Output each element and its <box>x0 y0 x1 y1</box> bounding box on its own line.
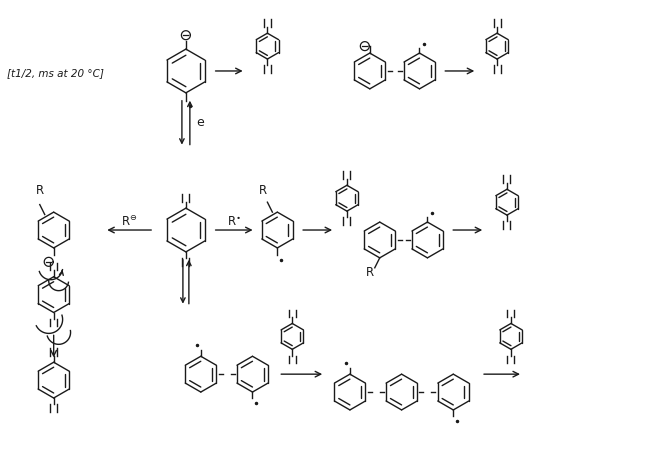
Text: R: R <box>365 266 374 279</box>
Text: R: R <box>259 184 267 197</box>
Text: [t1/2, ms at 20 °C]: [t1/2, ms at 20 °C] <box>7 68 104 78</box>
Text: e: e <box>196 116 204 129</box>
Text: R$^{\ominus}$: R$^{\ominus}$ <box>121 215 138 229</box>
Text: R$^{\bullet}$: R$^{\bullet}$ <box>227 215 241 229</box>
Text: R: R <box>35 184 44 197</box>
